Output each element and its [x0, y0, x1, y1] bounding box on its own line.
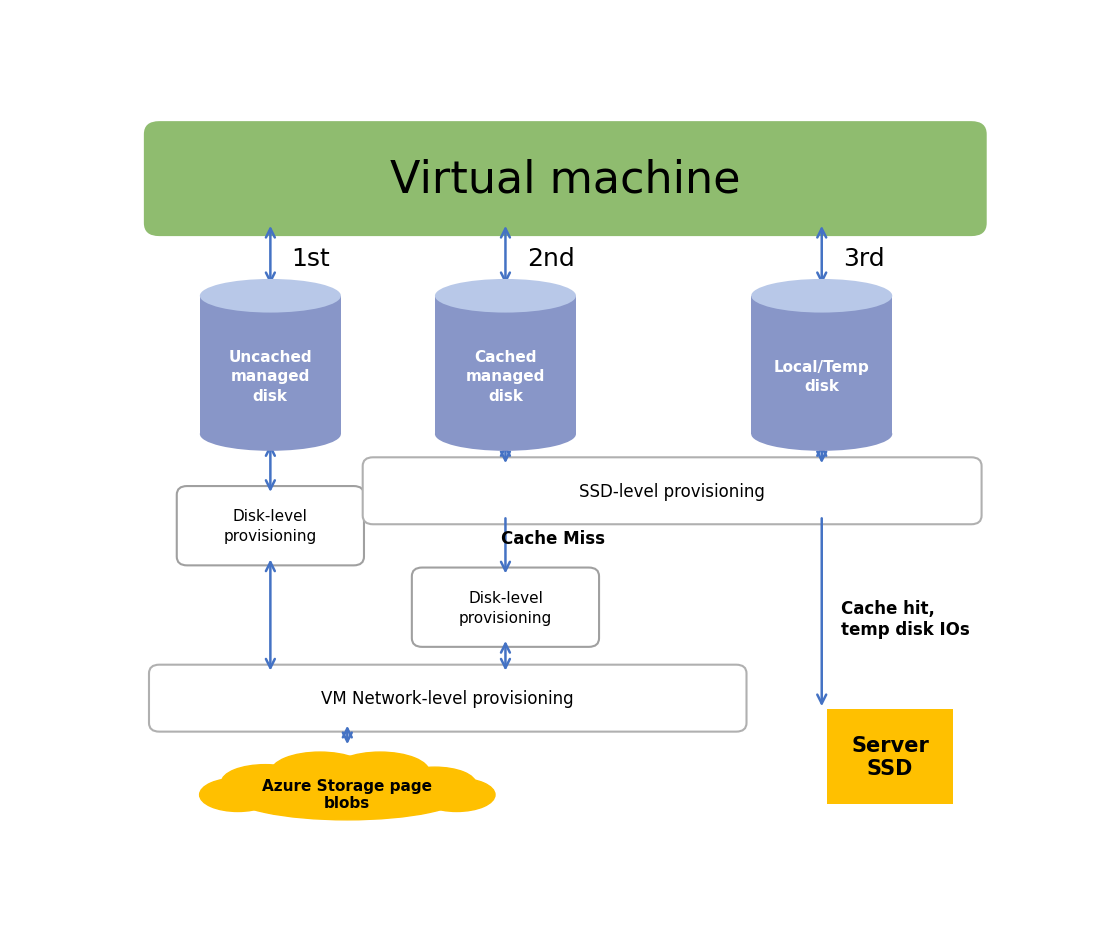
- Text: 3rd: 3rd: [843, 246, 885, 271]
- Ellipse shape: [394, 767, 475, 801]
- Ellipse shape: [200, 778, 276, 812]
- Text: Virtual machine: Virtual machine: [390, 158, 740, 201]
- Bar: [751, 296, 892, 434]
- Bar: [827, 709, 953, 804]
- Ellipse shape: [222, 765, 309, 800]
- Text: Server
SSD: Server SSD: [852, 735, 929, 778]
- Ellipse shape: [200, 418, 341, 451]
- Ellipse shape: [751, 418, 892, 451]
- Text: Local/Temp
disk: Local/Temp disk: [774, 359, 869, 394]
- FancyBboxPatch shape: [411, 568, 599, 648]
- Ellipse shape: [231, 770, 463, 820]
- Bar: [200, 296, 341, 434]
- Text: Cache hit,
temp disk IOs: Cache hit, temp disk IOs: [840, 599, 970, 638]
- Ellipse shape: [331, 752, 429, 792]
- Ellipse shape: [435, 418, 576, 451]
- Text: Uncached
managed
disk: Uncached managed disk: [228, 349, 312, 404]
- Ellipse shape: [435, 279, 576, 313]
- Text: Cache Miss: Cache Miss: [501, 530, 606, 548]
- Bar: [435, 296, 576, 434]
- Ellipse shape: [200, 279, 341, 313]
- Text: VM Network-level provisioning: VM Network-level provisioning: [321, 689, 574, 707]
- Text: 2nd: 2nd: [527, 246, 575, 271]
- FancyBboxPatch shape: [176, 486, 364, 565]
- FancyBboxPatch shape: [149, 665, 747, 732]
- FancyBboxPatch shape: [143, 122, 987, 237]
- Ellipse shape: [270, 752, 370, 792]
- Text: 1st: 1st: [291, 246, 331, 271]
- Text: Disk-level
provisioning: Disk-level provisioning: [224, 509, 317, 544]
- Text: SSD-level provisioning: SSD-level provisioning: [579, 482, 765, 500]
- FancyBboxPatch shape: [363, 458, 982, 525]
- Ellipse shape: [751, 279, 892, 313]
- Text: Disk-level
provisioning: Disk-level provisioning: [459, 590, 553, 625]
- Text: Azure Storage page
blobs: Azure Storage page blobs: [263, 778, 432, 811]
- Text: Cached
managed
disk: Cached managed disk: [465, 349, 545, 404]
- Ellipse shape: [418, 778, 495, 812]
